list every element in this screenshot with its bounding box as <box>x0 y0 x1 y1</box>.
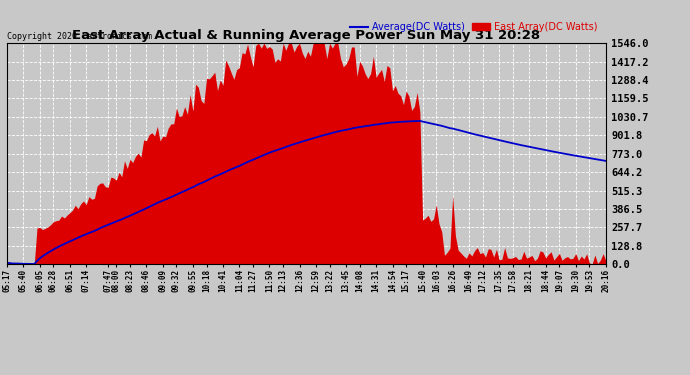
Text: Copyright 2020 Cartronics.com: Copyright 2020 Cartronics.com <box>7 32 152 41</box>
Title: East Array Actual & Running Average Power Sun May 31 20:28: East Array Actual & Running Average Powe… <box>72 29 540 42</box>
Legend: Average(DC Watts), East Array(DC Watts): Average(DC Watts), East Array(DC Watts) <box>346 18 601 36</box>
